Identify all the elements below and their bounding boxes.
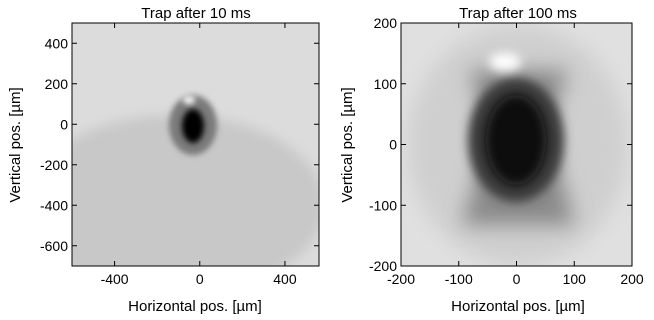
x-tick-label-right: 100 <box>563 271 587 287</box>
background-region-left <box>72 115 319 266</box>
x-tick-label-right: -100 <box>445 271 473 287</box>
x-axis-label-left: Horizontal pos. [µm] <box>128 298 262 315</box>
heatmap-left <box>72 23 319 266</box>
tick-group-right: -200 -100 0 100 200 200 100 0 -100 -200 <box>369 15 644 287</box>
y-tick-label-left: -200 <box>40 157 68 173</box>
y-tick-label-left: -600 <box>40 238 68 254</box>
y-tick-label-right: -200 <box>369 258 397 274</box>
y-tick-label-left: 400 <box>45 35 69 51</box>
chart-panel-right: Trap after 100 ms -200 -100 0 100 200 200 100 0… <box>339 5 644 315</box>
y-axis-label-right: Vertical pos. [µm] <box>339 87 356 202</box>
y-tick-label-right: -100 <box>369 197 397 213</box>
y-tick-label-left: 200 <box>45 76 69 92</box>
heatmap-right <box>401 23 632 266</box>
dense-cloud-left <box>182 109 204 143</box>
y-tick-label-left: 0 <box>60 116 68 132</box>
tick-group-left: -400 0 400 400 200 0 -200 -400 -600 <box>40 23 319 287</box>
y-tick-label-right: 100 <box>374 76 398 92</box>
y-tick-label-right: 0 <box>389 137 397 153</box>
x-tick-label-left: -400 <box>101 271 129 287</box>
x-tick-label-right: -200 <box>387 271 415 287</box>
x-tick-label-left: 400 <box>273 271 297 287</box>
x-tick-label-right: 0 <box>513 271 521 287</box>
chart-panel-left: Trap after 10 ms -400 0 4004002000-200-400… <box>7 5 320 315</box>
chart-title-right: Trap after 100 ms <box>459 5 577 22</box>
bright-spot-right <box>489 53 521 71</box>
plot-frame-left <box>71 22 320 267</box>
x-axis-label-right: Horizontal pos. [µm] <box>451 298 585 315</box>
dense-cloud-right <box>486 95 546 185</box>
x-tick-label-right: 200 <box>620 271 644 287</box>
bright-spot-left <box>183 96 195 104</box>
y-tick-label-left: -400 <box>40 197 68 213</box>
y-tick-label-right: 200 <box>374 15 398 31</box>
chart-title-left: Trap after 10 ms <box>141 5 250 22</box>
x-tick-label-left: 0 <box>196 271 204 287</box>
y-axis-label-left: Vertical pos. [µm] <box>7 87 24 202</box>
